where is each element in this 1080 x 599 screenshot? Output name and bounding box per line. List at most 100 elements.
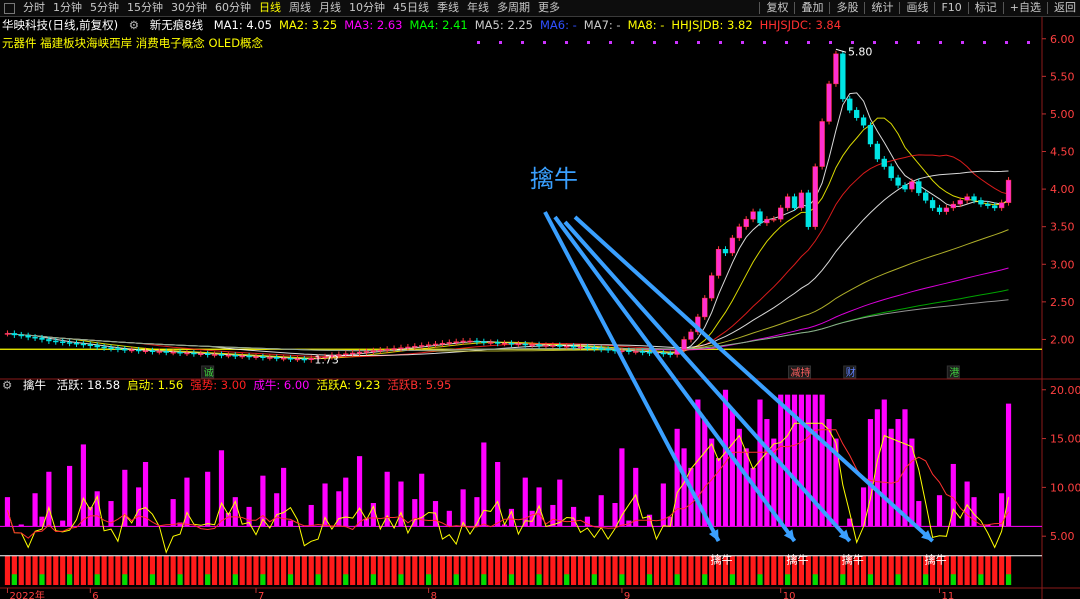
candle-body bbox=[39, 337, 45, 340]
low-price-label: 1.73 bbox=[314, 354, 339, 367]
period-tab-11[interactable]: 季线 bbox=[437, 1, 459, 14]
period-tab-5[interactable]: 60分钟 bbox=[215, 1, 251, 14]
sub-settings-icon[interactable]: ⚙ bbox=[2, 378, 13, 392]
period-tab-7[interactable]: 周线 bbox=[289, 1, 311, 14]
period-tab-2[interactable]: 5分钟 bbox=[90, 1, 119, 14]
strength-bar bbox=[474, 555, 480, 585]
date-tick-label: 10 bbox=[783, 591, 796, 599]
top-signal-dot bbox=[785, 41, 788, 44]
candle-body bbox=[232, 354, 238, 357]
candle-body bbox=[888, 166, 894, 179]
top-signal-dot bbox=[939, 41, 942, 44]
launch-bar bbox=[812, 574, 818, 585]
launch-bar bbox=[232, 574, 238, 585]
candle-body bbox=[46, 339, 52, 342]
strength-bar bbox=[971, 555, 977, 585]
toolbar-action-1[interactable]: 叠加 bbox=[801, 1, 824, 14]
period-tab-8[interactable]: 月线 bbox=[319, 1, 341, 14]
period-tab-9[interactable]: 10分钟 bbox=[349, 1, 385, 14]
candle-body bbox=[598, 348, 604, 350]
date-tick-label: 11 bbox=[942, 591, 955, 599]
event-mark-label: 港 bbox=[949, 367, 959, 379]
candle-body bbox=[688, 331, 694, 340]
period-tab-0[interactable]: 分时 bbox=[23, 1, 45, 14]
launch-bar bbox=[950, 574, 956, 585]
top-signal-dot bbox=[763, 41, 766, 44]
period-tab-10[interactable]: 45日线 bbox=[393, 1, 429, 14]
ma-value-0: MA1: 4.05 bbox=[213, 18, 272, 32]
active-bar bbox=[729, 409, 735, 527]
active-bar bbox=[80, 444, 86, 527]
toolbar-action-3[interactable]: 统计 bbox=[871, 1, 894, 14]
ma-value-4: MA5: 2.25 bbox=[474, 18, 533, 32]
launch-bar bbox=[923, 574, 929, 585]
candle-body bbox=[129, 349, 135, 352]
strength-bar bbox=[384, 555, 390, 585]
active-bar bbox=[322, 483, 328, 527]
launch-bar bbox=[205, 574, 211, 585]
toolbar-divider bbox=[794, 2, 796, 14]
sub-indicator-name[interactable]: 擒牛 bbox=[22, 378, 46, 392]
period-tab-4[interactable]: 30分钟 bbox=[171, 1, 207, 14]
period-tab-3[interactable]: 15分钟 bbox=[127, 1, 163, 14]
indicator-name[interactable]: 新无痕8线 bbox=[149, 18, 204, 32]
strength-bar bbox=[18, 555, 24, 585]
active-bar bbox=[999, 493, 1005, 527]
sub-tick-label: 15.00 bbox=[1050, 433, 1080, 446]
active-bar bbox=[87, 506, 93, 527]
strength-bar bbox=[702, 555, 708, 585]
toolbar-action-8[interactable]: 返回 bbox=[1054, 1, 1076, 14]
candle-body bbox=[280, 357, 287, 360]
top-signal-dot bbox=[609, 41, 612, 44]
toolbar-divider bbox=[967, 2, 969, 14]
period-tab-1[interactable]: 1分钟 bbox=[53, 1, 82, 14]
period-tab-14[interactable]: 更多 bbox=[538, 1, 560, 14]
settings-icon[interactable]: ⚙ bbox=[128, 18, 140, 32]
annotation-arrow bbox=[543, 211, 721, 543]
strength-bar bbox=[149, 555, 156, 585]
period-tab-12[interactable]: 年线 bbox=[467, 1, 489, 14]
period-tab-13[interactable]: 多周期 bbox=[497, 1, 530, 14]
toolbar-action-7[interactable]: +自选 bbox=[1009, 1, 1041, 14]
strength-bar bbox=[39, 555, 45, 585]
toolbar-action-5[interactable]: F10 bbox=[941, 1, 962, 14]
strength-bar bbox=[812, 555, 818, 585]
period-tab-6[interactable]: 日线 bbox=[259, 1, 281, 14]
candle-body bbox=[363, 351, 370, 353]
candle-body bbox=[874, 143, 881, 160]
active-bar bbox=[398, 481, 404, 527]
ma-line-2 bbox=[7, 117, 1009, 359]
candle-body bbox=[536, 344, 542, 346]
active-bar bbox=[557, 479, 563, 527]
launch-bar bbox=[757, 574, 763, 585]
candle-body bbox=[4, 333, 11, 335]
sub-value-0: 活跃: 18.58 bbox=[56, 378, 121, 392]
top-signal-dot bbox=[675, 41, 678, 44]
active-bar bbox=[667, 516, 673, 527]
toolbar-action-4[interactable]: 画线 bbox=[906, 1, 929, 14]
launch-bar bbox=[370, 574, 376, 585]
top-signal-dot bbox=[807, 41, 810, 44]
strength-bar bbox=[798, 555, 805, 585]
window-menu-icon[interactable] bbox=[4, 2, 15, 14]
active-bar bbox=[916, 501, 922, 527]
active-bar bbox=[584, 516, 590, 527]
active-bar bbox=[205, 471, 211, 527]
kline-chart[interactable]: 6.00 5.50 5.00 4.50 4.00 3.50 3.00 2.50 2.00 20.0… bbox=[0, 17, 1080, 599]
active-bar bbox=[18, 524, 24, 527]
strength-bar bbox=[136, 555, 142, 585]
active-bar bbox=[722, 389, 729, 527]
strength-bar bbox=[53, 555, 59, 585]
toolbar-action-0[interactable]: 复权 bbox=[766, 1, 789, 14]
toolbar-action-2[interactable]: 多股 bbox=[836, 1, 859, 14]
candle-body bbox=[377, 349, 383, 352]
main-legend: 华映科技(日线,前复权) ⚙ 新无痕8线 MA1: 4.05 MA2: 3.25 M… bbox=[2, 18, 855, 32]
launch-bar bbox=[122, 574, 128, 585]
launch-bar bbox=[978, 574, 984, 585]
date-tick-label: 6 bbox=[92, 591, 98, 599]
candle-body bbox=[743, 218, 749, 227]
strength-bar bbox=[571, 555, 577, 585]
toolbar-action-6[interactable]: 标记 bbox=[974, 1, 997, 14]
top-signal-dot bbox=[961, 41, 964, 44]
active-bar bbox=[308, 504, 314, 527]
